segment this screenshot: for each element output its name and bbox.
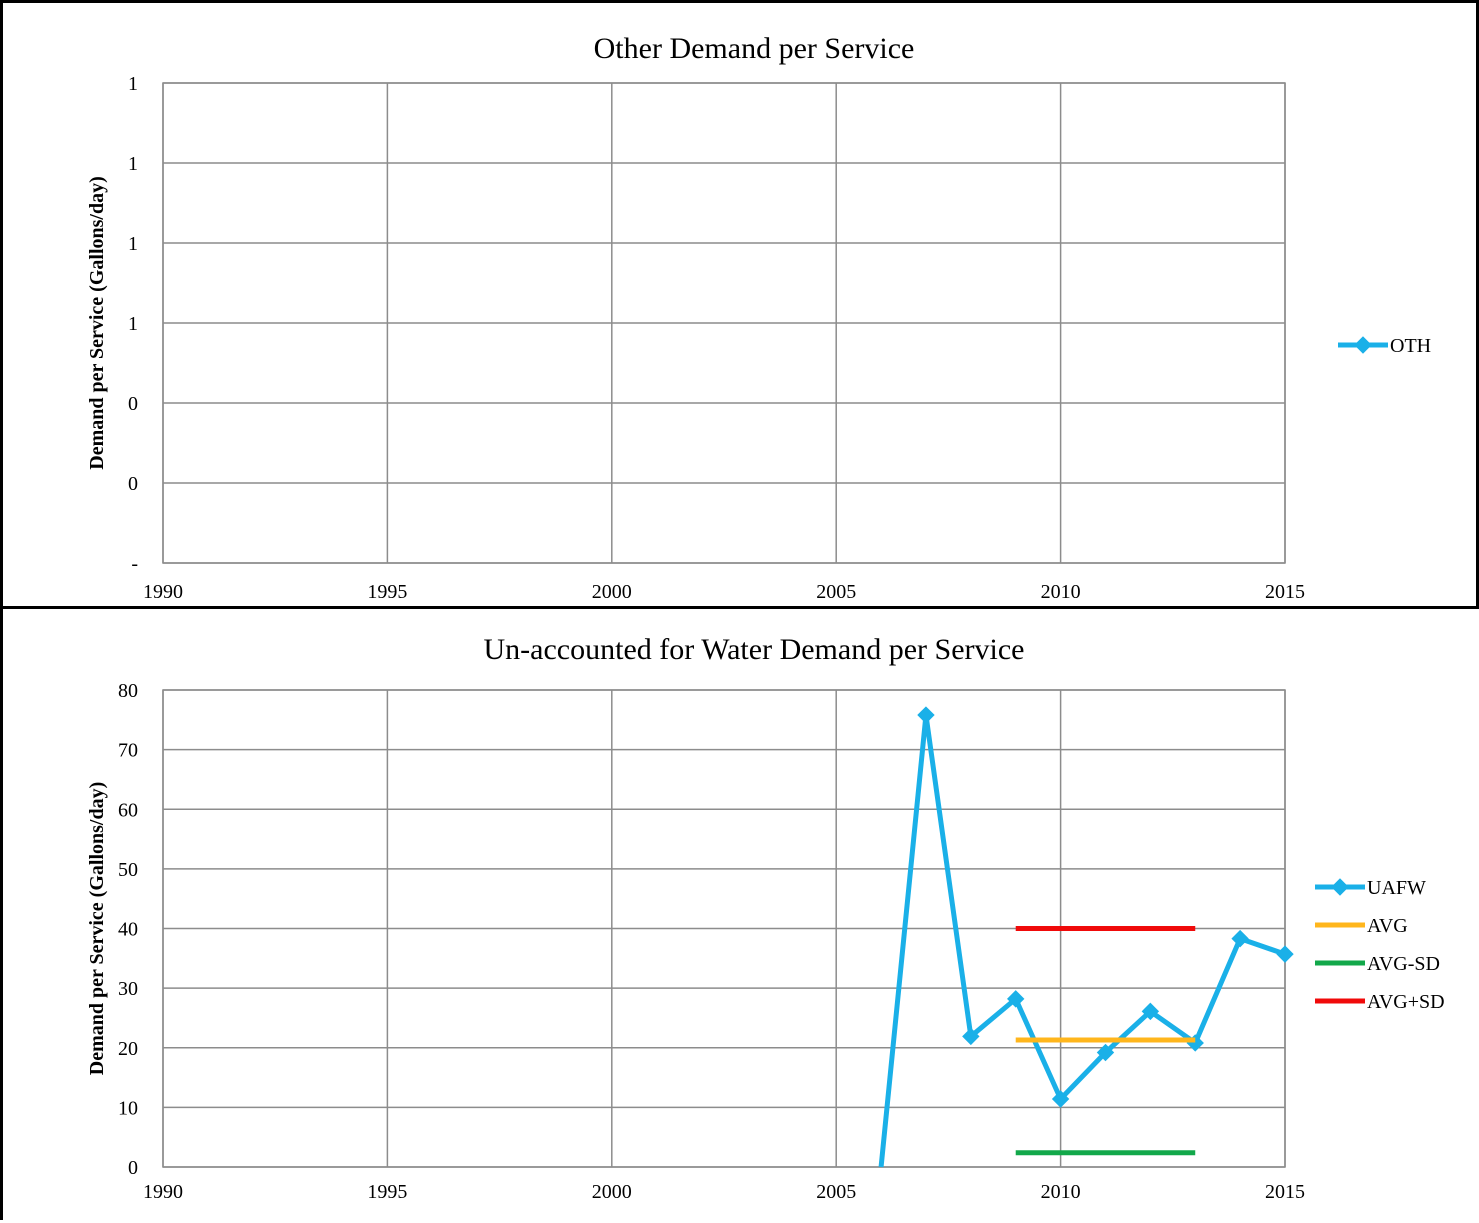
data-point <box>1231 929 1249 948</box>
y-tick-label: 10 <box>118 1097 138 1119</box>
legend-label: UAFW <box>1367 877 1426 899</box>
x-tick-label: 2005 <box>816 1181 856 1203</box>
y-tick-label: 80 <box>118 680 138 702</box>
data-point <box>962 1027 980 1046</box>
series-line-uafw <box>878 712 1286 1168</box>
chart-uafw-demand: Un-accounted for Water Demand per Servic… <box>86 633 1445 1203</box>
chart-title: Other Demand per Service <box>594 32 915 65</box>
x-tick-label: 2010 <box>1041 1181 1081 1203</box>
x-tick-label: 2000 <box>592 1181 632 1203</box>
y-tick-label: 1 <box>128 153 138 175</box>
y-tick-label: 1 <box>128 73 138 95</box>
y-tick-label: 1 <box>128 233 138 255</box>
x-tick-label: 2005 <box>816 581 856 603</box>
x-tick-label: 1990 <box>143 1181 183 1203</box>
y-tick-label: 60 <box>118 799 138 821</box>
y-tick-label: - <box>131 553 138 575</box>
y-axis-label: Demand per Service (Gallons/day) <box>86 782 108 1076</box>
legend-label: AVG-SD <box>1367 953 1440 975</box>
legend-label: AVG+SD <box>1367 991 1445 1013</box>
data-point <box>1096 1043 1115 1062</box>
data-point <box>1276 945 1294 963</box>
x-tick-label: 1990 <box>143 581 183 603</box>
x-tick-label: 1995 <box>367 581 407 603</box>
x-tick-label: 1995 <box>367 1181 407 1203</box>
x-tick-label: 2000 <box>592 581 632 603</box>
plot-area <box>162 82 1286 564</box>
y-tick-label: 0 <box>128 393 138 415</box>
y-tick-label: 50 <box>118 859 138 881</box>
data-point <box>917 706 935 724</box>
y-tick-label: 0 <box>128 473 138 495</box>
y-tick-label: 30 <box>118 978 138 1000</box>
legend-label: AVG <box>1367 915 1408 937</box>
x-tick-label: 2015 <box>1265 581 1305 603</box>
y-tick-label: 70 <box>118 740 138 762</box>
legend-marker <box>1331 878 1349 896</box>
legend-marker <box>1354 336 1372 354</box>
chart-panel-uafw-demand: Un-accounted for Water Demand per Servic… <box>0 606 1479 1220</box>
x-tick-label: 2015 <box>1265 1181 1305 1203</box>
plot-area <box>162 689 1286 1168</box>
legend-label: OTH <box>1390 335 1431 357</box>
data-point <box>1051 1090 1070 1108</box>
chart-panel-other-demand: Other Demand per Service 1990 1995 2000 2005… <box>0 0 1479 608</box>
chart-other-demand: Other Demand per Service 1990 1995 2000 2005… <box>86 32 1431 603</box>
chart-title: Un-accounted for Water Demand per Servic… <box>484 633 1025 666</box>
y-tick-label: 0 <box>128 1157 138 1179</box>
data-point <box>1007 990 1025 1008</box>
y-tick-label: 40 <box>118 919 138 941</box>
data-point <box>1141 1002 1160 1021</box>
y-tick-label: 20 <box>118 1038 138 1060</box>
y-axis-label: Demand per Service (Gallons/day) <box>86 176 108 470</box>
x-tick-label: 2010 <box>1041 581 1081 603</box>
y-tick-label: 1 <box>128 313 138 335</box>
